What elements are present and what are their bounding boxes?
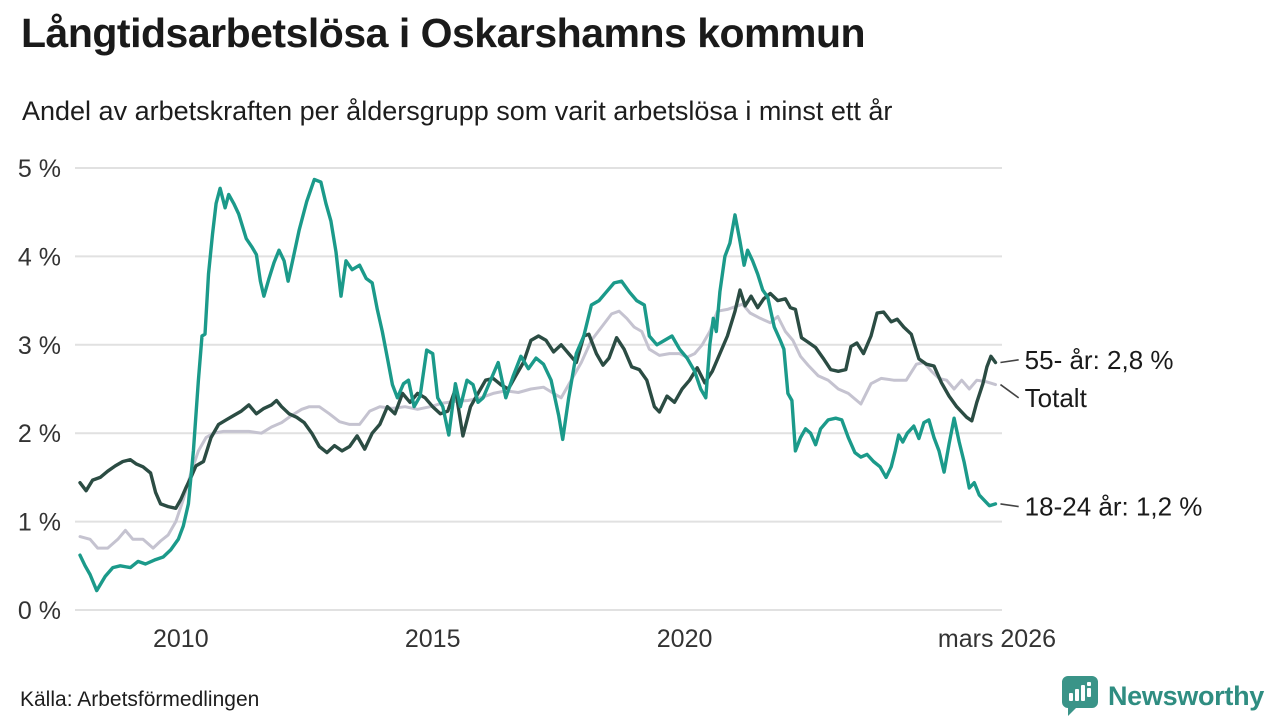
newsworthy-wordmark: Newsworthy [1107, 680, 1264, 711]
annotation-label: 55- år: 2,8 % [1025, 345, 1174, 375]
y-axis-tick-label: 5 % [18, 155, 61, 183]
annotation-connector [1000, 503, 1019, 508]
annotation-label: 18-24 år: 1,2 % [1025, 492, 1203, 522]
annotation-connector [1000, 359, 1019, 364]
series-line-55-r [78, 288, 998, 510]
x-axis-tick-label: 2020 [657, 625, 713, 653]
y-axis-tick-label: 1 % [18, 509, 61, 537]
newsworthy-logo-icon [1061, 676, 1098, 716]
source-note: Källa: Arbetsförmedlingen [20, 688, 260, 711]
y-axis-tick-label: 3 % [18, 332, 61, 360]
x-axis-tick-label: 2010 [153, 625, 209, 653]
page-subtitle: Andel av arbetskraften per åldersgrupp s… [22, 96, 893, 126]
annotation-label: Totalt [1025, 383, 1088, 413]
line-chart: 0 % 1 % 2 % 3 % 4 % 5 % 2010 2015 2020 mars 2026 5… [18, 155, 1203, 653]
series-line-18-24-r [78, 177, 998, 593]
y-axis-tick-label: 4 % [18, 243, 61, 271]
y-axis-tick-label: 0 % [18, 597, 61, 625]
page-title: Långtidsarbetslösa i Oskarshamns kommun [21, 10, 866, 56]
x-axis-tick-label: mars 2026 [938, 625, 1056, 653]
annotation-connector [999, 383, 1020, 399]
x-axis-tick-label: 2015 [405, 625, 461, 653]
y-axis-tick-label: 2 % [18, 420, 61, 448]
newsworthy-brand: Newsworthy [1061, 674, 1264, 718]
